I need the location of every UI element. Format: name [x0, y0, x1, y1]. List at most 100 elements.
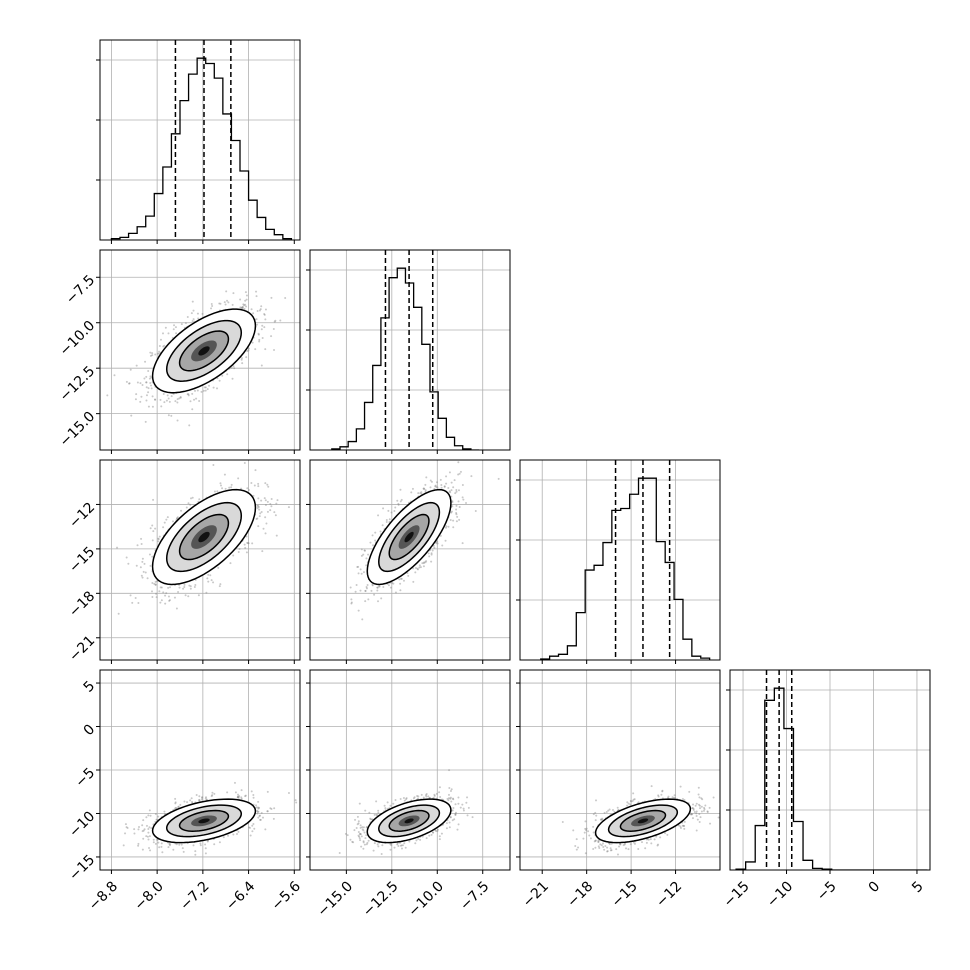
scatter-point [438, 786, 441, 789]
scatter-point [273, 807, 276, 810]
scatter-point [381, 844, 384, 847]
scatter-point [269, 502, 272, 505]
scatter-point [226, 299, 229, 302]
scatter-point [148, 377, 151, 380]
scatter-point [461, 496, 464, 499]
scatter-point [257, 810, 260, 813]
scatter-point [682, 824, 685, 827]
scatter-point [454, 813, 457, 816]
scatter-point [259, 308, 262, 311]
scatter-point [156, 580, 159, 583]
scatter-point [245, 298, 248, 301]
scatter-point [452, 798, 455, 801]
scatter-point [150, 590, 153, 593]
scatter-point [683, 798, 686, 801]
scatter-point [260, 812, 263, 815]
density-contour-4 [198, 346, 210, 356]
scatter-point [373, 813, 376, 816]
scatter-point [410, 491, 413, 494]
scatter-point [350, 601, 353, 604]
scatter-point [457, 500, 460, 503]
scatter-point [152, 838, 155, 841]
scatter-point [275, 502, 278, 505]
scatter-point [266, 483, 269, 486]
scatter-point [434, 485, 437, 488]
scatter-point [210, 307, 213, 310]
scatter-point [247, 826, 250, 829]
scatter-point [404, 846, 407, 849]
scatter-point [221, 487, 224, 490]
scatter-point [148, 809, 151, 812]
scatter-point [191, 319, 194, 322]
scatter-point [449, 816, 452, 819]
scatter-point [420, 491, 423, 494]
scatter-point [241, 305, 244, 308]
scatter-point [270, 807, 273, 810]
scatter-point [160, 842, 163, 845]
scatter-point [159, 586, 162, 589]
scatter-point [425, 793, 428, 796]
scatter-point [259, 814, 262, 817]
scatter-point [575, 838, 578, 841]
scatter-point [389, 586, 392, 589]
scatter-point [266, 500, 269, 503]
scatter-point [380, 597, 383, 600]
scatter-point [212, 581, 215, 584]
scatter-point [203, 386, 206, 389]
scatter-point [439, 534, 442, 537]
scatter-point [386, 801, 389, 804]
scatter-point [260, 364, 263, 367]
scatter-point [172, 520, 175, 523]
scatter-point [447, 487, 450, 490]
scatter-point [168, 599, 171, 602]
scatter-point [191, 300, 194, 303]
x-tick-label: −5.6 [269, 878, 304, 913]
scatter-point [260, 328, 263, 331]
scatter-point [593, 840, 596, 843]
scatter-point [396, 843, 399, 846]
scatter-point [176, 516, 179, 519]
scatter-point [264, 504, 267, 507]
scatter-point [406, 572, 409, 575]
scatter-point [691, 807, 694, 810]
scatter-point [274, 514, 277, 517]
scatter-point [352, 841, 355, 844]
scatter-point [256, 323, 259, 326]
scatter-point [202, 389, 205, 392]
scatter-point [450, 788, 453, 791]
scatter-point [666, 833, 669, 836]
scatter-point [362, 847, 365, 850]
scatter-point [155, 596, 158, 599]
scatter-point [187, 502, 190, 505]
scatter-point [594, 846, 597, 849]
scatter-point [461, 803, 464, 806]
scatter-point [260, 511, 263, 514]
scatter-point [162, 526, 165, 529]
scatter-point [199, 842, 202, 845]
scatter-point [129, 368, 132, 371]
scatter-point [399, 488, 402, 491]
scatter-point [294, 799, 297, 802]
scatter-point [422, 565, 425, 568]
scatter-point [695, 812, 698, 815]
scatter-point [367, 839, 370, 842]
scatter-point [243, 304, 246, 307]
scatter-point [629, 843, 632, 846]
scatter-point [147, 387, 150, 390]
scatter-point [359, 839, 362, 842]
scatter-point [250, 481, 253, 484]
scatter-point [252, 494, 255, 497]
scatter-point [144, 360, 147, 363]
scatter-point [584, 852, 587, 855]
scatter-point [198, 498, 201, 501]
scatter-point [154, 398, 157, 401]
scatter-point [377, 514, 380, 517]
scatter-point [455, 489, 458, 492]
scatter-point [432, 796, 435, 799]
scatter-point [599, 843, 602, 846]
scatter-point [597, 845, 600, 848]
scatter-point [210, 795, 213, 798]
scatter-point [240, 358, 243, 361]
scatter-point [184, 322, 187, 325]
scatter-point [209, 574, 212, 577]
